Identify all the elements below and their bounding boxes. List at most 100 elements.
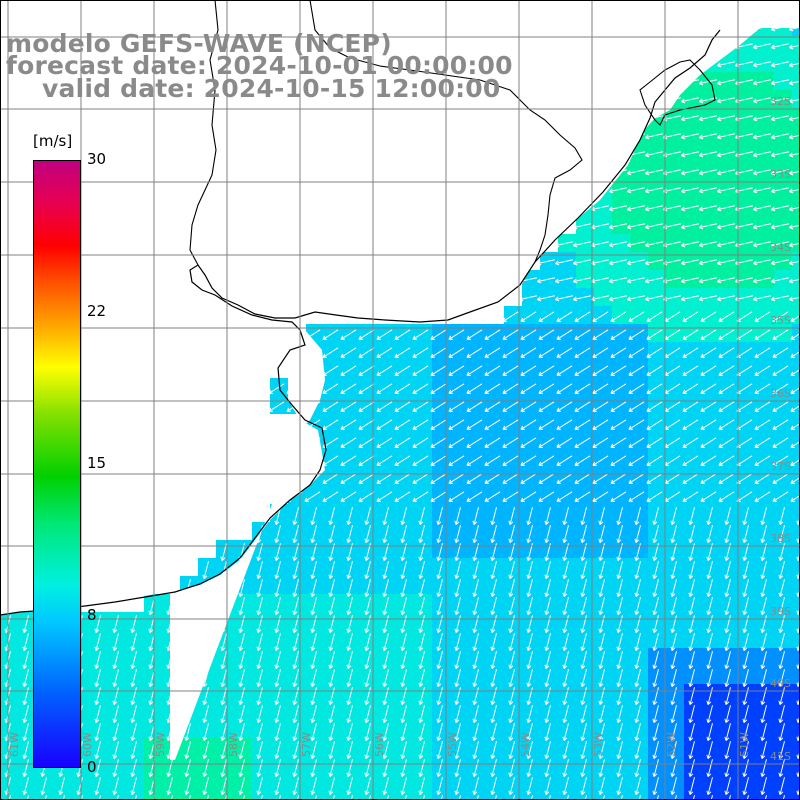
wind-arrow <box>682 383 699 394</box>
wind-arrow <box>382 615 389 633</box>
wind-arrow <box>646 383 663 394</box>
wind-arrow <box>490 777 497 795</box>
wind-arrow <box>752 97 772 104</box>
wind-cell <box>792 180 800 198</box>
wind-arrow <box>742 579 749 597</box>
wind-arrow <box>364 651 371 669</box>
wind-arrow <box>788 188 800 194</box>
wind-arrow <box>394 383 411 394</box>
wind-arrow <box>520 419 537 430</box>
wind-arrow <box>680 115 700 122</box>
wind-arrow <box>724 579 731 597</box>
wind-arrow <box>310 759 317 777</box>
wind-arrow <box>22 669 29 687</box>
wind-arrow <box>526 651 533 669</box>
wind-arrow <box>700 329 717 340</box>
wind-arrow <box>328 507 335 525</box>
wind-arrow <box>772 491 789 502</box>
wind-arrow <box>472 633 479 651</box>
wind-arrow <box>770 169 790 176</box>
wind-arrow <box>490 561 497 579</box>
wind-arrow <box>346 759 353 777</box>
wind-arrow <box>502 383 519 394</box>
wind-arrow <box>710 795 713 800</box>
wind-cell <box>774 792 792 800</box>
wind-arrow <box>706 561 713 579</box>
wind-arrow <box>358 383 375 394</box>
wind-arrow <box>508 669 515 687</box>
wind-arrow <box>400 525 407 543</box>
wind-arrow <box>644 259 664 266</box>
lat-label: 34S <box>770 241 791 254</box>
wind-arrow <box>530 795 533 800</box>
wind-arrow <box>490 669 497 687</box>
wind-arrow <box>322 491 339 502</box>
wind-arrow <box>770 61 790 68</box>
wind-cell <box>90 792 108 800</box>
wind-arrow <box>94 687 101 705</box>
wind-arrow <box>358 455 375 466</box>
longitude-labels: 61W 60W 59W 58W 57W 56W 55W 54W 53W 52W 51W <box>8 732 751 757</box>
wind-arrow <box>394 401 411 412</box>
wind-cell <box>414 792 432 800</box>
wind-arrow <box>490 741 497 759</box>
wind-arrow <box>454 525 461 543</box>
wind-arrow <box>454 615 461 633</box>
wind-arrow <box>382 597 389 615</box>
wind-arrow <box>340 365 357 376</box>
wind-cell <box>792 162 800 180</box>
wind-arrow <box>706 777 713 795</box>
wind-cell <box>792 792 800 800</box>
wind-arrow <box>724 615 731 633</box>
wind-arrow <box>130 723 137 741</box>
wind-arrow <box>400 687 407 705</box>
wind-arrow <box>760 723 767 741</box>
wind-arrow <box>572 241 592 248</box>
wind-arrow <box>598 741 605 759</box>
wind-cell <box>792 54 800 72</box>
wind-arrow <box>580 705 587 723</box>
wind-arrow <box>536 259 556 266</box>
wind-cell <box>792 144 800 162</box>
wind-arrow <box>574 365 591 376</box>
wind-arrow <box>430 491 447 502</box>
wind-arrow <box>562 669 569 687</box>
wind-arrow <box>520 401 537 412</box>
wind-arrow <box>724 669 731 687</box>
wind-arrow <box>358 437 375 448</box>
wind-arrow <box>430 365 447 376</box>
wind-arrow <box>724 777 731 795</box>
wind-arrow <box>652 741 659 759</box>
wind-cell <box>792 702 800 720</box>
wind-arrow <box>688 525 695 543</box>
wind-arrow <box>544 741 551 759</box>
wind-arrow <box>572 277 592 284</box>
wind-arrow <box>292 651 299 669</box>
wind-arrow <box>706 741 713 759</box>
wind-cell <box>792 630 800 648</box>
wind-arrow <box>382 687 389 705</box>
wind-arrow <box>580 507 587 525</box>
wind-arrow <box>616 777 623 795</box>
wind-arrow <box>724 507 731 525</box>
wind-arrow <box>760 741 767 759</box>
wind-arrow <box>94 669 101 687</box>
wind-arrow <box>538 419 555 430</box>
wind-arrow <box>418 687 425 705</box>
wind-arrow <box>680 169 700 176</box>
wind-arrow <box>430 419 447 430</box>
wind-arrow <box>292 597 299 615</box>
wind-cell <box>792 198 800 216</box>
wind-arrow <box>634 561 641 579</box>
wind-arrow <box>610 347 627 358</box>
wind-arrow <box>572 223 592 230</box>
wind-arrow <box>526 723 533 741</box>
wind-arrow <box>716 151 736 158</box>
wind-arrow <box>436 525 443 543</box>
wind-arrow <box>376 347 393 358</box>
wind-arrow <box>274 525 281 543</box>
wind-arrow <box>788 98 800 104</box>
wind-arrow <box>788 44 800 50</box>
wind-arrow <box>760 597 767 615</box>
wind-arrow <box>580 741 587 759</box>
